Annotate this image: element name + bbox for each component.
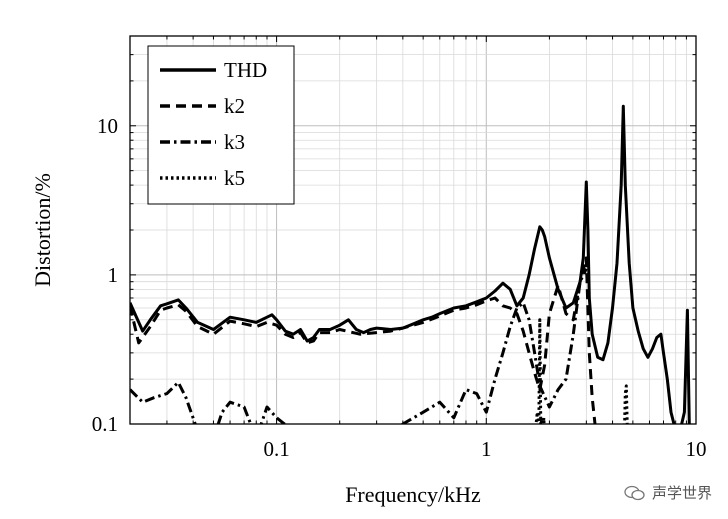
x-tick-label: 0.1 [263, 437, 289, 461]
legend-label-k3: k3 [224, 130, 245, 154]
watermark: 声学世界 [624, 482, 712, 503]
x-axis-label: Frequency/kHz [345, 482, 481, 507]
watermark-text: 声学世界 [651, 484, 712, 502]
series-line-k3 [130, 268, 588, 424]
legend-label-k5: k5 [224, 166, 245, 190]
y-axis-label: Distortion/% [30, 173, 55, 287]
y-tick-label: 0.1 [92, 412, 118, 436]
x-tick-label: 1 [481, 437, 492, 461]
wechat-icon [624, 485, 645, 500]
legend: THD k2 k3 k5 [147, 45, 295, 205]
y-tick-label: 10 [97, 114, 118, 138]
legend-label-k2: k2 [224, 94, 245, 118]
series-line-k2 [130, 256, 597, 424]
y-tick-label: 1 [108, 263, 119, 287]
series-line-thd [130, 104, 691, 424]
series-layer [130, 104, 691, 424]
tick-marks [129, 35, 696, 425]
legend-label-thd: THD [224, 58, 267, 82]
x-tick-label: 10 [686, 437, 707, 461]
tick-labels: 0.1 1 10 0.1 1 10 [92, 114, 707, 461]
